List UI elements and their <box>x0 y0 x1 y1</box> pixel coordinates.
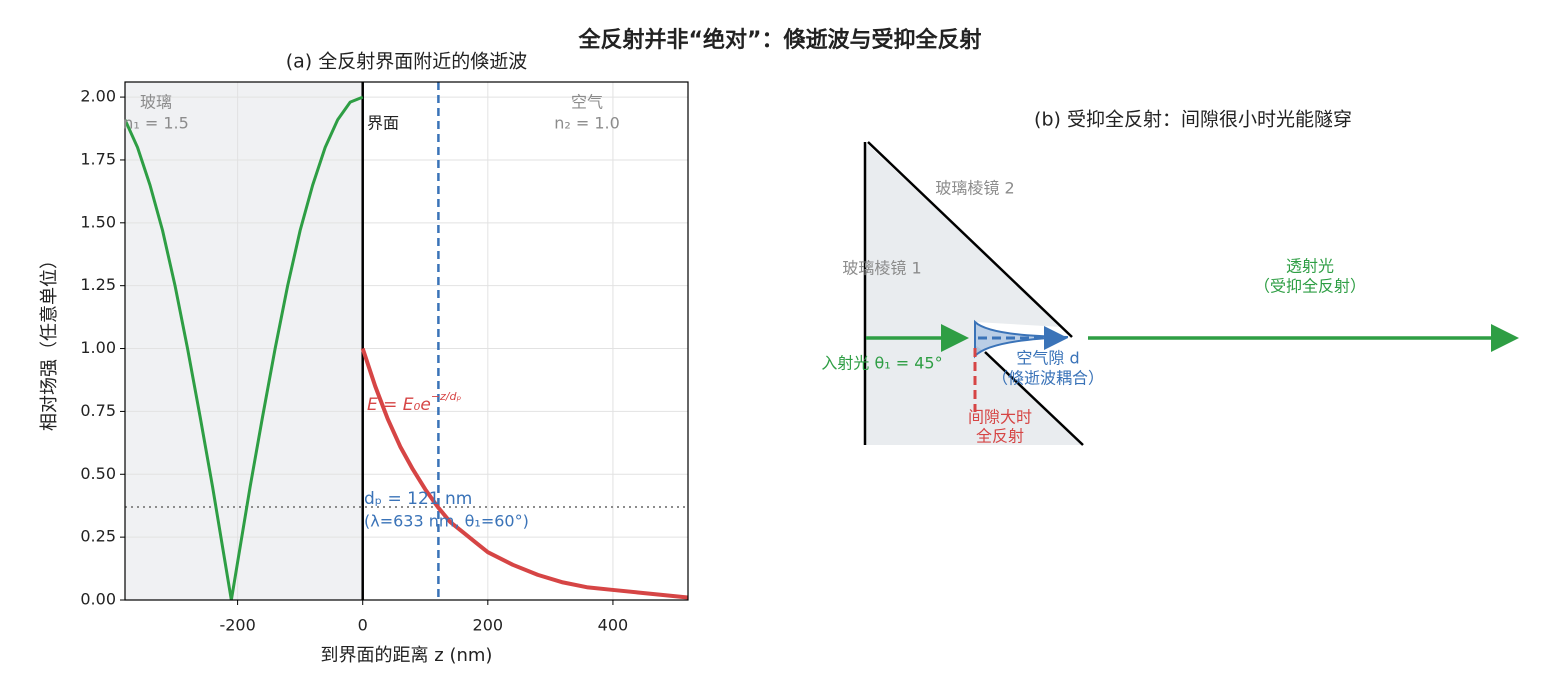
prism-edge <box>867 141 1073 338</box>
y-tick-label: 1.50 <box>80 212 116 231</box>
y-tick-label: 0.75 <box>80 401 116 420</box>
y-axis-label: 相对场强（任意单位） <box>39 251 60 431</box>
annotation: dₚ = 121 nm <box>364 489 472 509</box>
y-tick-label: 2.00 <box>80 87 116 106</box>
y-tick-label: 0.00 <box>80 590 116 609</box>
annotation: n₂ = 1.0 <box>554 114 620 133</box>
x-axis-label: 到界面的距离 z (nm) <box>321 645 493 666</box>
plot-title: (a) 全反射界面附近的倏逝波 <box>286 51 528 73</box>
label: （受抑全反射） <box>1254 277 1366 296</box>
label: 空气隙 d <box>1016 349 1079 368</box>
annotation: n₁ = 1.5 <box>123 114 189 133</box>
x-tick-label: 0 <box>358 616 368 635</box>
diagram-title: (b) 受抑全反射：间隙很小时光能隧穿 <box>1034 109 1352 131</box>
plot-a: 0.00 0.25 0.50 0.75 1.00 1.25 1.50 1.75 2.00 -200… <box>39 51 689 666</box>
label: 玻璃棱镜 2 <box>935 179 1014 198</box>
y-tick-label: 1.25 <box>80 275 116 294</box>
line-series <box>125 95 364 600</box>
annotation: 玻璃 <box>140 93 172 112</box>
annotation: E = E₀e−z/dₚ <box>367 390 461 415</box>
prism-fill <box>865 142 1083 445</box>
x-tick-label: -200 <box>219 616 255 635</box>
glass-region <box>125 82 363 600</box>
y-tick-label: 0.25 <box>80 527 116 546</box>
label: 入射光 θ₁ = 45° <box>821 354 942 373</box>
annotation: 界面 <box>367 114 399 133</box>
label: 透射光 <box>1286 257 1334 276</box>
y-tick-label: 1.00 <box>80 338 116 357</box>
y-tick-label: 0.50 <box>80 464 116 483</box>
line-series <box>360 347 688 600</box>
label: 间隙大时 <box>968 408 1032 427</box>
prism-edge <box>984 351 1084 446</box>
formula-exp: −z/dₚ <box>431 390 462 403</box>
label: 玻璃棱镜 1 <box>842 259 921 278</box>
label: （倏逝波耦合） <box>992 369 1104 388</box>
annotation: (λ=633 nm, θ₁=60°) <box>364 512 529 531</box>
x-tick-label: 200 <box>473 616 504 635</box>
x-tick-label: 400 <box>598 616 629 635</box>
diagram-b: (b) 受抑全反射：间隙很小时光能隧穿 玻璃棱镜 2 玻璃棱镜 1 入射光 θ₁… <box>821 109 1519 446</box>
plot-frame <box>124 81 689 601</box>
figure-title: 全反射并非“绝对”：倏逝波与受抑全反射 <box>578 27 982 53</box>
annotation: 空气 <box>571 93 603 112</box>
label: 全反射 <box>976 427 1024 446</box>
y-tick-label: 1.75 <box>80 149 116 168</box>
formula-base: E = E₀e <box>367 395 431 415</box>
